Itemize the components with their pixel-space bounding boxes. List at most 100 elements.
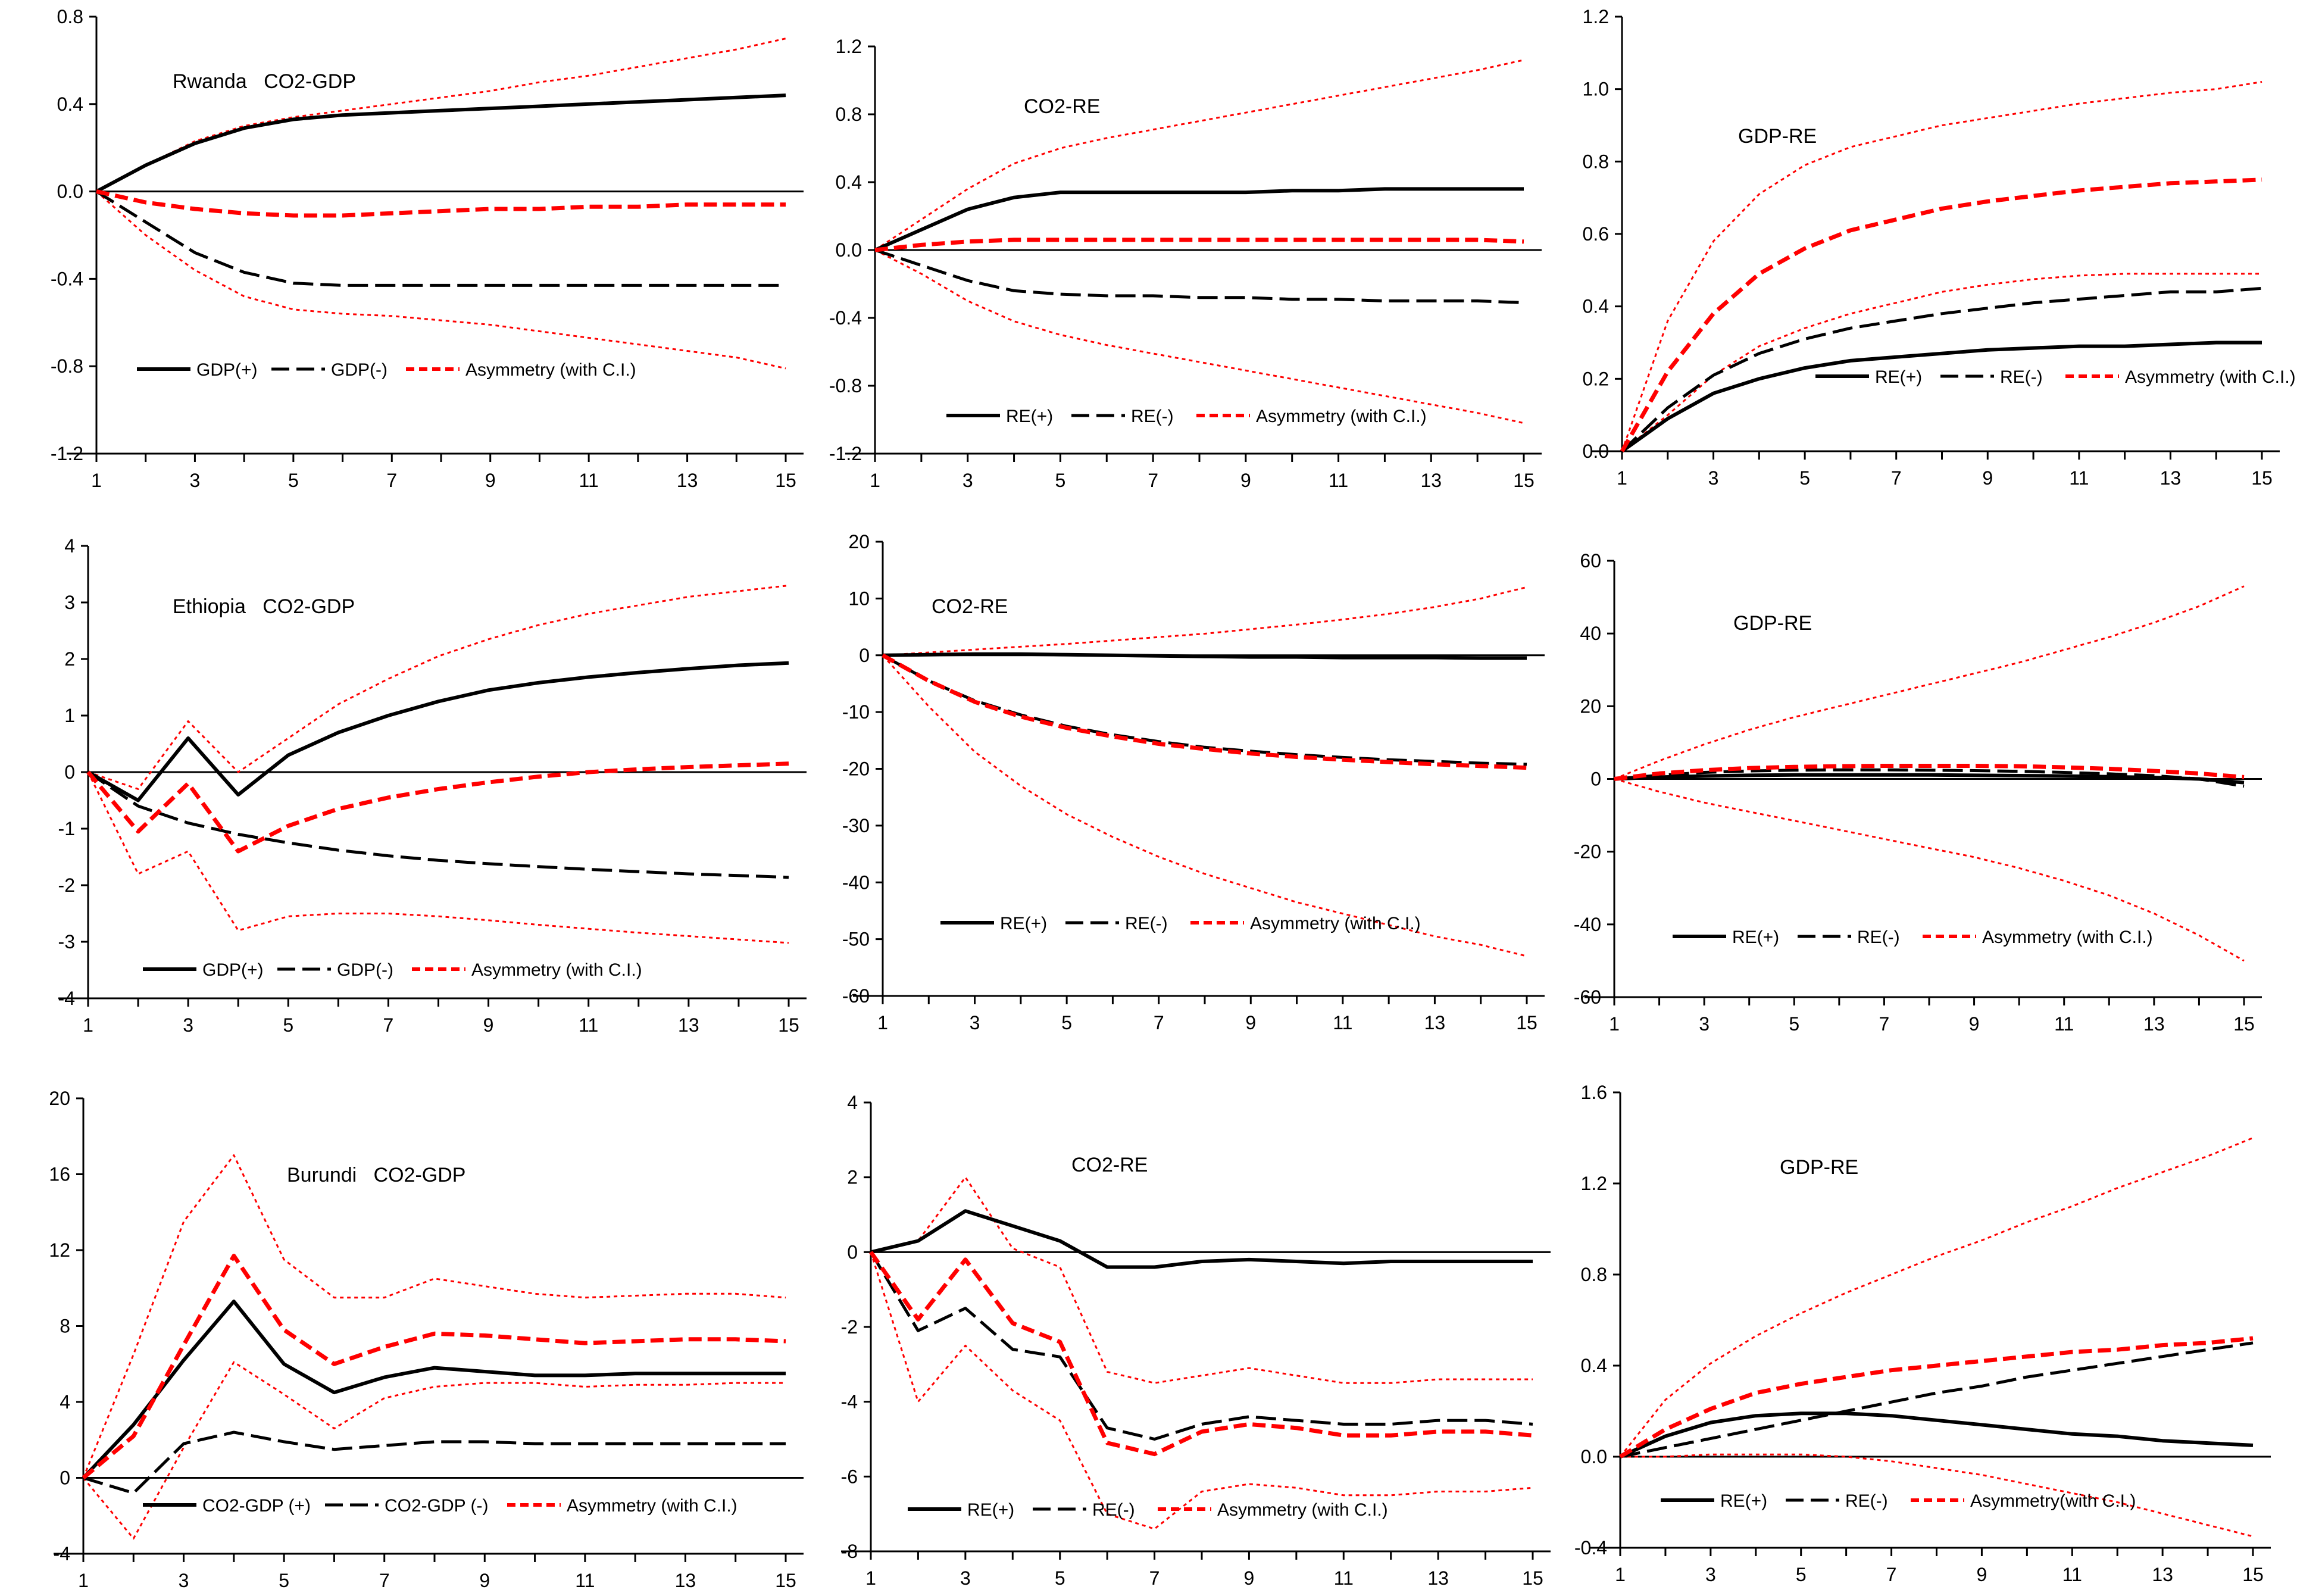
y-tick-label: 0.8 <box>1581 1264 1607 1285</box>
y-tick-label: 1.0 <box>1583 79 1609 100</box>
chart-panel-2: -1.2-0.8-0.40.00.40.81.21 3 5 7 9 11 13 15CO2-R… <box>829 36 1542 491</box>
x-tick-label: 3 <box>962 470 973 491</box>
x-tick-label: 9 <box>1244 1567 1255 1589</box>
chart-title: CO2-RE <box>1071 1154 1148 1176</box>
legend-label-re: RE(+) <box>1000 914 1047 933</box>
ci-lower-line <box>874 249 1524 424</box>
y-tick-label: -40 <box>842 872 870 893</box>
x-tick-label: 13 <box>1424 1012 1446 1033</box>
x-tick-label: 5 <box>1061 1012 1072 1033</box>
y-tick-label: 20 <box>1580 695 1601 717</box>
positive-shock-line <box>870 1209 1533 1269</box>
x-tick-label: 1 <box>91 470 102 491</box>
chart-panel-3: 0.00.20.40.60.81.01.21 3 5 7 9 11 13 15GDP-RERE… <box>1583 6 2296 489</box>
legend-label-gdp: GDP(+) <box>202 960 264 980</box>
ci-upper-line <box>882 586 1527 657</box>
x-tick-label: 11 <box>579 1014 598 1036</box>
x-tick-label: 7 <box>1154 1012 1164 1033</box>
y-tick-label: 16 <box>49 1164 70 1185</box>
y-tick-label: 0 <box>1590 769 1601 790</box>
chart-panel-9: -0.40.00.40.81.21.61 3 5 7 9 11 13 15GDP-RERE(+… <box>1574 1082 2271 1585</box>
legend: RE(+) RE(-) Asymmetry (with C.I.) <box>946 407 1427 426</box>
y-tick-label: 1.6 <box>1581 1082 1607 1103</box>
legend-label-re: RE(+) <box>1720 1491 1767 1511</box>
legend-label-re: RE(-) <box>1092 1500 1135 1520</box>
x-tick-label: 9 <box>1245 1012 1256 1033</box>
x-tick-label: 1 <box>1615 1564 1626 1585</box>
legend-label-asymmetry-with-c-i: Asymmetry (with C.I.) <box>465 360 636 380</box>
legend-label-re: RE(-) <box>1125 914 1168 933</box>
legend: GDP(+) GDP(-) Asymmetry (with C.I.) <box>143 960 642 980</box>
y-tick-label: -60 <box>1574 986 1601 1008</box>
legend: RE(+) RE(-) Asymmetry (with C.I.) <box>940 914 1421 933</box>
legend-label-re: RE(+) <box>1732 927 1779 947</box>
y-tick-label: 1 <box>64 705 75 726</box>
x-tick-label: 13 <box>2143 1013 2165 1035</box>
x-tick-label: 15 <box>1516 1012 1537 1033</box>
x-tick-label: 7 <box>379 1570 390 1591</box>
y-tick-label: -3 <box>58 931 75 952</box>
x-tick-label: 11 <box>2054 1013 2074 1035</box>
x-tick-label: 1 <box>865 1567 876 1589</box>
y-tick-label: -0.4 <box>1574 1537 1607 1558</box>
x-tick-label: 1 <box>870 470 880 491</box>
legend-label-gdp: GDP(-) <box>331 360 387 380</box>
ci-upper-line <box>1614 585 2245 780</box>
y-tick-label: -0.8 <box>829 375 862 396</box>
legend-label-asymmetry-with-c-i: Asymmetry(with C.I.) <box>1970 1491 2136 1511</box>
legend-label-asymmetry-with-c-i: Asymmetry (with C.I.) <box>1256 407 1427 426</box>
x-tick-label: 13 <box>1420 470 1442 491</box>
y-tick-label: -60 <box>842 985 870 1007</box>
y-tick-label: 0.0 <box>1581 1446 1607 1467</box>
y-tick-label: 3 <box>64 592 75 613</box>
y-tick-label: -2 <box>58 874 75 896</box>
y-tick-label: 12 <box>49 1239 70 1261</box>
y-tick-label: -30 <box>842 815 870 836</box>
x-tick-label: 7 <box>1891 467 1902 489</box>
x-tick-label: 11 <box>2062 1564 2082 1585</box>
negative-shock-line <box>882 654 1527 766</box>
x-tick-label: 7 <box>386 470 397 491</box>
y-tick-label: 0 <box>60 1467 70 1489</box>
y-tick-label: 10 <box>848 588 870 609</box>
y-tick-label: 0.4 <box>57 93 83 115</box>
positive-shock-line <box>87 661 789 802</box>
y-tick-label: 0.0 <box>57 181 83 202</box>
x-tick-label: 3 <box>183 1014 193 1036</box>
legend-label-co2-gdp: CO2-GDP (-) <box>385 1496 488 1516</box>
x-tick-label: 15 <box>2251 467 2273 489</box>
y-tick-label: -4 <box>54 1543 70 1564</box>
positive-shock-line <box>1614 773 2245 785</box>
x-tick-label: 3 <box>1699 1013 1710 1035</box>
asymmetry-line <box>1614 764 2245 781</box>
ci-upper-line <box>96 38 786 192</box>
x-tick-label: 5 <box>279 1570 289 1591</box>
y-tick-label: -20 <box>842 758 870 780</box>
y-tick-label: 20 <box>49 1088 70 1109</box>
asymmetry-line <box>869 1251 1533 1457</box>
legend: CO2-GDP (+) CO2-GDP (-) Asymmetry (with C.… <box>143 1496 737 1516</box>
chart-title: CO2-RE <box>932 595 1008 618</box>
negative-shock-line <box>1614 768 2245 788</box>
ci-lower-line <box>870 1251 1533 1530</box>
y-tick-label: -1.2 <box>51 443 83 464</box>
x-tick-label: 5 <box>288 470 299 491</box>
y-tick-label: -1 <box>58 818 75 839</box>
y-tick-label: -4 <box>58 988 75 1009</box>
y-tick-label: 0.8 <box>57 6 83 27</box>
x-tick-label: 11 <box>579 470 599 491</box>
x-tick-label: 13 <box>677 470 698 491</box>
x-tick-label: 5 <box>1796 1564 1807 1585</box>
x-tick-label: 13 <box>1427 1567 1449 1589</box>
x-tick-label: 9 <box>1977 1564 1987 1585</box>
positive-shock-line <box>874 187 1524 252</box>
x-tick-label: 5 <box>1055 470 1066 491</box>
y-tick-label: 0.6 <box>1583 223 1609 245</box>
legend-label-gdp: GDP(-) <box>337 960 393 980</box>
x-tick-label: 3 <box>190 470 201 491</box>
y-tick-label: -1.2 <box>829 443 862 464</box>
y-tick-label: -0.8 <box>51 355 83 377</box>
legend: RE(+) RE(-) Asymmetry(with C.I.) <box>1661 1491 2136 1511</box>
x-tick-label: 15 <box>1522 1567 1543 1589</box>
